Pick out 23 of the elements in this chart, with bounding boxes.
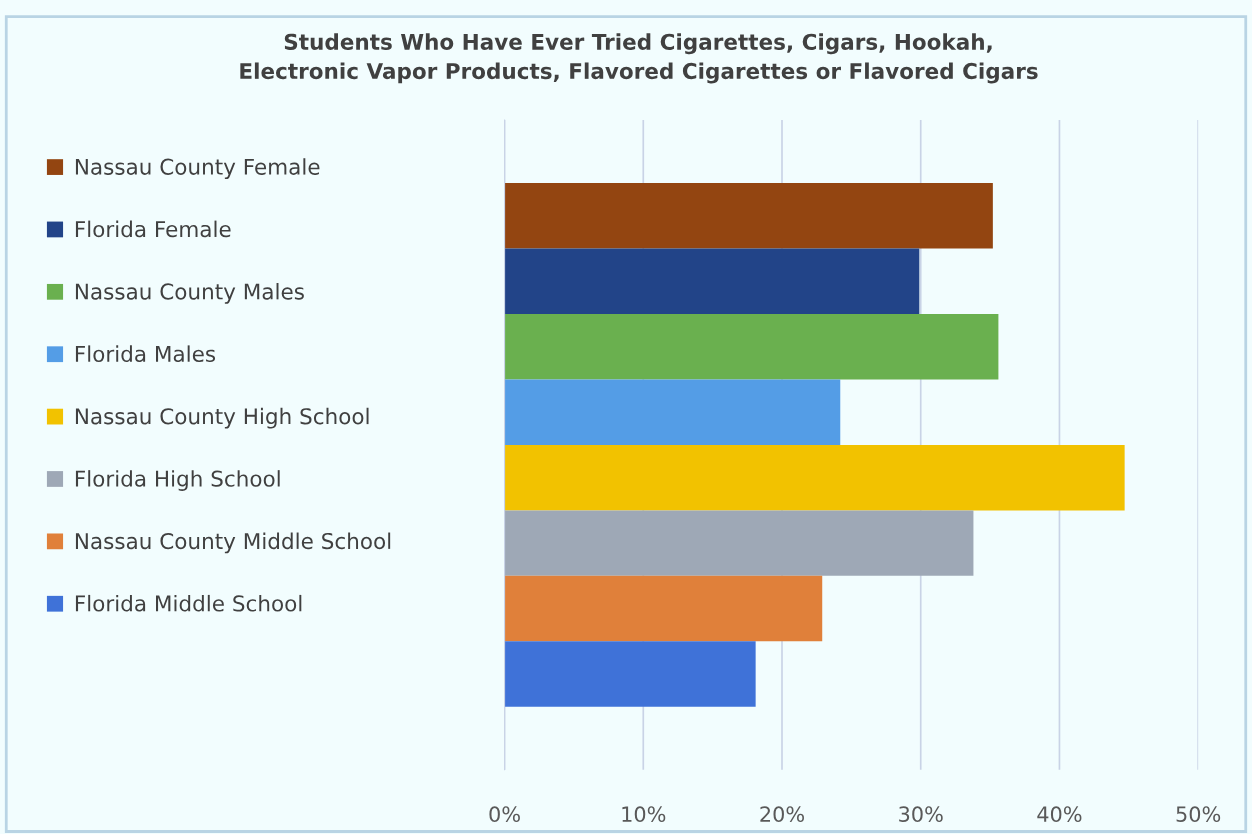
legend-label: Florida High School bbox=[75, 470, 280, 491]
bar bbox=[504, 444, 1125, 511]
legend-label: Nassau County Female bbox=[75, 158, 320, 180]
x-tick-label: 50% bbox=[1176, 806, 1221, 823]
bar bbox=[504, 314, 999, 380]
x-tick-label: 20% bbox=[760, 806, 804, 823]
x-tick-label: 10% bbox=[622, 806, 666, 823]
bar bbox=[504, 510, 974, 576]
legend-label: Florida Female bbox=[75, 220, 231, 238]
legend-label: Florida Middle School bbox=[75, 594, 302, 612]
x-tick-label: 40% bbox=[1037, 806, 1082, 823]
bar bbox=[504, 379, 841, 445]
bar bbox=[504, 248, 920, 315]
legend-label: Nassau County High School bbox=[75, 407, 369, 429]
legend-label: Florida Males bbox=[75, 345, 216, 363]
x-tick-label: 0% bbox=[489, 806, 520, 823]
legend-label: Nassau County Middle School bbox=[75, 532, 391, 554]
chart-title: Students Who Have Ever Tried Cigarettes, Cigars, Hookah, Electronic Vapor Products, Flavored Cigarettes or Flavored Cigars bbox=[240, 33, 1038, 84]
bar bbox=[504, 183, 993, 249]
bar bbox=[504, 575, 823, 642]
legend-label: Nassau County Males bbox=[75, 282, 304, 304]
x-tick-label: 30% bbox=[899, 806, 943, 823]
bar bbox=[504, 641, 756, 707]
